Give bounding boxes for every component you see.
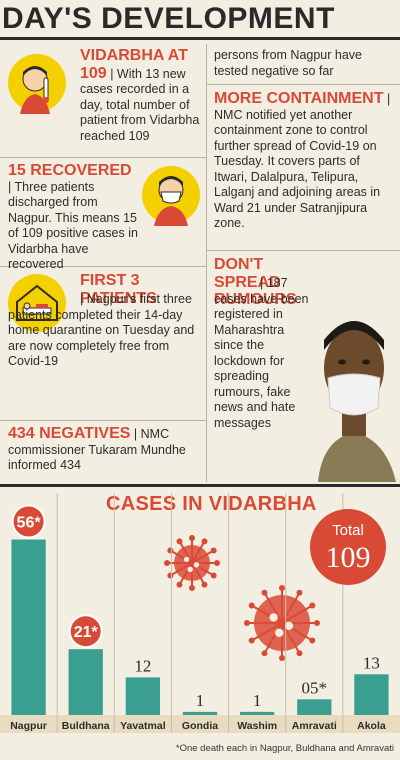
section-divider xyxy=(206,250,400,251)
vidarbha-text: | With 13 new cases recorded in a day, t… xyxy=(80,66,200,143)
section-divider xyxy=(0,420,206,421)
value-badge xyxy=(11,504,46,539)
bar xyxy=(354,674,389,715)
bar xyxy=(182,711,218,715)
negatives-continued-text: persons from Nagpur have tested negative… xyxy=(214,48,362,78)
containment-headline: MORE CONTAINMENT xyxy=(214,90,384,107)
total-label: Total xyxy=(332,522,364,539)
bar-value-label: 12 xyxy=(134,656,151,675)
virus-icon xyxy=(164,535,220,591)
vidarbha-section: VIDARBHA AT 109 | With 13 new cases reco… xyxy=(80,47,204,144)
rumours-headline-block: DON'T SPREAD RUMOURS xyxy=(214,256,314,309)
negatives-text: | NMC commissioner Tukaram Mundhe inform… xyxy=(8,427,186,472)
category-label: Akola xyxy=(357,720,386,732)
containment-text: | NMC notified yet another containment z… xyxy=(214,92,391,230)
category-label: Yavatmal xyxy=(120,720,166,732)
negatives-section: 434 NEGATIVES | NMC commissioner Tukaram… xyxy=(8,425,204,474)
sick-person-icon xyxy=(6,52,68,114)
section-divider xyxy=(206,84,400,85)
section-divider xyxy=(0,157,206,158)
recovered-text: | Three patients discharged from Nagpur.… xyxy=(8,179,138,272)
first3-headline: FIRST 3 PATIENTS xyxy=(80,272,157,307)
first3-section: | Nagpur's first three patients complete… xyxy=(8,292,204,370)
column-divider xyxy=(206,44,207,482)
category-label: Amravati xyxy=(292,720,337,732)
category-label: Gondia xyxy=(182,720,218,732)
bar xyxy=(297,699,332,715)
bar-value-label: 05* xyxy=(302,678,328,697)
bar-value-label: 21* xyxy=(74,624,99,641)
page-title: DAY'S DEVELOPMENT xyxy=(2,2,335,35)
category-label: Buldhana xyxy=(62,720,110,732)
value-badge xyxy=(68,614,103,649)
masked-person-icon xyxy=(140,164,202,226)
bar-value-label: 1 xyxy=(253,691,262,710)
bar-value-label: 13 xyxy=(363,653,380,672)
bar xyxy=(68,649,103,715)
chart-footnote: *One death each in Nagpur, Buldhana and … xyxy=(175,743,394,754)
category-label: Nagpur xyxy=(10,720,47,732)
chart-plot: 56* Nagpur 21* Buldhana 12 Yavatmal 1 Gondia 1 Wa… xyxy=(10,493,389,733)
chart-title: CASES IN VIDARBHA xyxy=(106,493,317,515)
negatives-headline: 434 NEGATIVES xyxy=(8,425,131,442)
virus-icon xyxy=(244,585,320,661)
cases-chart: CASES IN VIDARBHA 56* Nagpur 21* Buldhana 12… xyxy=(0,484,400,760)
rumours-text: | 187 cases have been registered in Maha… xyxy=(214,276,309,430)
recovered-headline: 15 RECOVERED xyxy=(8,162,132,179)
home-quarantine-icon xyxy=(6,272,68,334)
bar xyxy=(11,539,46,715)
recovered-section: 15 RECOVERED | Three patients discharged… xyxy=(8,162,138,273)
first3-headline-block: FIRST 3 PATIENTS xyxy=(80,272,204,307)
rumours-section: | 187 cases have been registered in Maha… xyxy=(214,276,312,431)
rumours-headline: DON'T SPREAD RUMOURS xyxy=(214,256,297,308)
masked-policeman-photo xyxy=(308,300,400,482)
category-label: Washim xyxy=(237,720,277,732)
bar-value-label: 1 xyxy=(196,691,205,710)
category-band xyxy=(0,715,400,733)
first3-text: | Nagpur's first three patients complete… xyxy=(8,292,195,368)
total-badge xyxy=(310,509,386,585)
bar-value-label: 56* xyxy=(17,515,42,532)
total-value: 109 xyxy=(326,541,371,574)
bar xyxy=(125,677,160,715)
containment-section: MORE CONTAINMENT | NMC notified yet anot… xyxy=(214,90,396,232)
negatives-continued: persons from Nagpur have tested negative… xyxy=(214,48,396,79)
section-divider xyxy=(0,266,206,267)
header-bar: DAY'S DEVELOPMENT xyxy=(0,0,400,40)
bar xyxy=(240,711,275,715)
vidarbha-headline: VIDARBHA AT 109 xyxy=(80,47,188,82)
